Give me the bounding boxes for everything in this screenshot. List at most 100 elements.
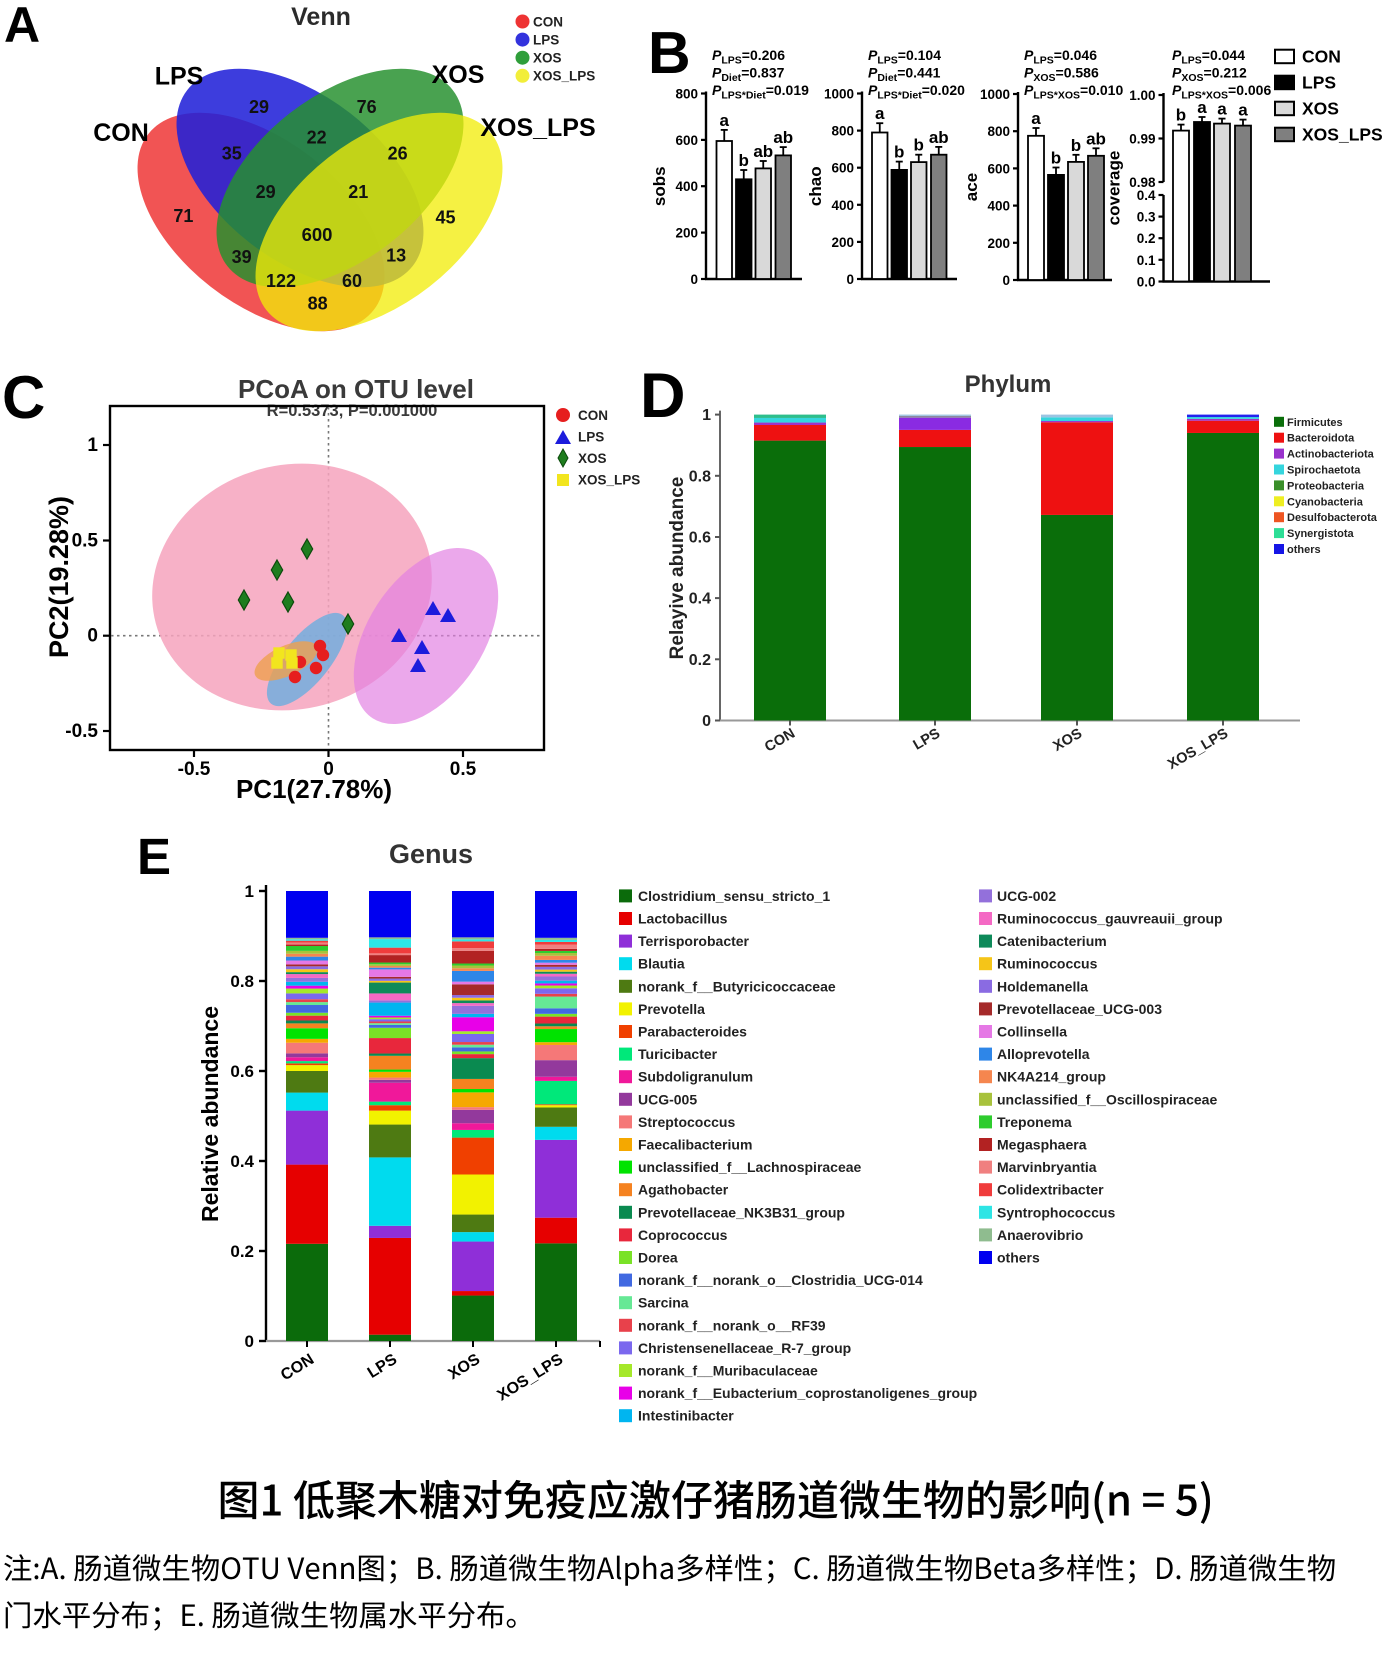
svg-text:Spirochaetota: Spirochaetota	[1287, 465, 1361, 477]
svg-text:b: b	[914, 136, 924, 155]
svg-text:Prevotellaceae_NK3B31_group: Prevotellaceae_NK3B31_group	[638, 1204, 845, 1220]
svg-text:71: 71	[173, 206, 193, 226]
svg-text:R=0.5373, P=0.001000: R=0.5373, P=0.001000	[267, 402, 438, 420]
svg-text:PXOS=0.212: PXOS=0.212	[1172, 65, 1247, 85]
svg-text:a: a	[720, 111, 730, 130]
svg-text:Clostridium_sensu_stricto_1: Clostridium_sensu_stricto_1	[638, 888, 830, 904]
svg-text:600: 600	[302, 224, 333, 245]
svg-text:35: 35	[222, 144, 242, 164]
svg-text:Treponema: Treponema	[997, 1114, 1072, 1130]
svg-text:29: 29	[249, 97, 269, 117]
svg-text:Prevotella: Prevotella	[638, 1001, 705, 1017]
svg-text:E: E	[137, 828, 171, 885]
svg-text:UCG-002: UCG-002	[997, 888, 1056, 904]
svg-text:unclassified_f__Lachnospiracea: unclassified_f__Lachnospiraceae	[638, 1159, 862, 1175]
svg-text:NK4A214_group: NK4A214_group	[997, 1069, 1106, 1085]
svg-text:26: 26	[388, 144, 408, 164]
svg-text:unclassified_f__Oscillospirace: unclassified_f__Oscillospiraceae	[997, 1091, 1217, 1107]
svg-text:XOS_LPS: XOS_LPS	[1302, 125, 1383, 145]
svg-text:norank_f__norank_o__RF39: norank_f__norank_o__RF39	[638, 1317, 826, 1333]
svg-text:Faecalibacterium: Faecalibacterium	[638, 1137, 752, 1153]
svg-text:XOS_LPS: XOS_LPS	[495, 1351, 567, 1405]
svg-text:CON: CON	[762, 726, 798, 756]
svg-text:B: B	[648, 20, 691, 86]
svg-text:PC2(19.28%): PC2(19.28%)	[44, 496, 74, 658]
svg-text:0.2: 0.2	[689, 652, 711, 669]
svg-text:Venn: Venn	[291, 3, 351, 31]
svg-text:Lactobacillus: Lactobacillus	[638, 911, 728, 927]
svg-text:1: 1	[702, 407, 711, 424]
svg-text:chao: chao	[806, 166, 825, 206]
svg-text:norank_f__norank_o__Clostridia: norank_f__norank_o__Clostridia_UCG-014	[638, 1272, 923, 1288]
svg-text:0.1: 0.1	[1137, 253, 1156, 268]
svg-text:b: b	[894, 143, 904, 162]
svg-text:0: 0	[323, 759, 334, 780]
svg-text:LPS: LPS	[365, 1351, 401, 1382]
svg-text:others: others	[1287, 544, 1321, 556]
svg-text:Syntrophococcus: Syntrophococcus	[997, 1204, 1115, 1220]
svg-text:CON: CON	[1302, 47, 1341, 67]
svg-text:Subdoligranulum: Subdoligranulum	[638, 1069, 753, 1085]
svg-text:D: D	[640, 361, 686, 431]
svg-text:XOS: XOS	[1050, 725, 1085, 754]
svg-text:CON: CON	[278, 1351, 317, 1384]
svg-text:Actinobacteriota: Actinobacteriota	[1287, 449, 1375, 461]
svg-text:800: 800	[675, 87, 698, 102]
svg-text:XOS: XOS	[445, 1351, 483, 1383]
svg-text:400: 400	[987, 199, 1010, 214]
svg-text:Genus: Genus	[389, 839, 473, 869]
svg-text:CON: CON	[93, 119, 149, 147]
svg-text:1: 1	[245, 882, 254, 901]
svg-text:Prevotellaceae_UCG-003: Prevotellaceae_UCG-003	[997, 1001, 1162, 1017]
svg-text:PLPS*Diet=0.020: PLPS*Diet=0.020	[868, 82, 965, 102]
svg-text:norank_f__Muribaculaceae: norank_f__Muribaculaceae	[638, 1363, 818, 1379]
svg-text:0.0: 0.0	[1137, 275, 1156, 290]
svg-text:Agathobacter: Agathobacter	[638, 1182, 729, 1198]
svg-text:ab: ab	[1086, 129, 1106, 148]
svg-text:LPS: LPS	[533, 32, 559, 47]
svg-text:1: 1	[87, 435, 98, 456]
svg-text:PLPS=0.044: PLPS=0.044	[1172, 47, 1245, 67]
svg-text:200: 200	[675, 226, 698, 241]
svg-text:200: 200	[987, 236, 1010, 251]
svg-text:0.4: 0.4	[1137, 188, 1156, 203]
svg-text:XOS_LPS: XOS_LPS	[578, 473, 640, 488]
svg-text:0.99: 0.99	[1129, 132, 1155, 147]
svg-text:Bacteroidota: Bacteroidota	[1287, 433, 1355, 445]
svg-text:Megasphaera: Megasphaera	[997, 1137, 1087, 1153]
svg-text:13: 13	[386, 246, 406, 266]
svg-text:Streptococcus: Streptococcus	[638, 1114, 735, 1130]
svg-text:Relayive abundance: Relayive abundance	[667, 477, 688, 660]
svg-text:PXOS=0.586: PXOS=0.586	[1024, 65, 1099, 85]
svg-text:PCoA on OTU level: PCoA on OTU level	[238, 374, 474, 404]
svg-text:60: 60	[342, 271, 362, 291]
svg-text:22: 22	[307, 128, 327, 148]
svg-text:Intestinibacter: Intestinibacter	[638, 1408, 734, 1424]
svg-text:C: C	[2, 364, 45, 431]
svg-text:XOS: XOS	[533, 51, 562, 66]
svg-text:Dorea: Dorea	[638, 1250, 678, 1266]
svg-text:39: 39	[232, 247, 252, 267]
svg-text:b: b	[1176, 106, 1186, 125]
svg-text:PLPS*XOS=0.006: PLPS*XOS=0.006	[1172, 82, 1271, 102]
svg-text:Blautia: Blautia	[638, 956, 685, 972]
svg-text:Proteobacteria: Proteobacteria	[1287, 480, 1365, 492]
svg-text:ab: ab	[753, 142, 773, 161]
svg-text:a: a	[1217, 100, 1227, 119]
svg-text:norank_f__Butyricicoccaceae: norank_f__Butyricicoccaceae	[638, 978, 836, 994]
svg-text:0: 0	[87, 626, 98, 647]
svg-text:PLPS=0.046: PLPS=0.046	[1024, 47, 1097, 67]
svg-text:others: others	[997, 1250, 1040, 1266]
svg-text:0.8: 0.8	[689, 468, 711, 485]
svg-text:Colidextribacter: Colidextribacter	[997, 1182, 1104, 1198]
svg-text:0.5: 0.5	[450, 759, 477, 780]
svg-text:Collinsella: Collinsella	[997, 1024, 1067, 1040]
svg-text:0: 0	[846, 272, 854, 287]
svg-text:XOS_LPS: XOS_LPS	[533, 69, 595, 84]
svg-text:b: b	[1051, 149, 1061, 168]
svg-text:0.6: 0.6	[689, 530, 711, 547]
svg-text:0: 0	[690, 272, 698, 287]
svg-text:Sarcina: Sarcina	[638, 1295, 689, 1311]
svg-text:a: a	[875, 104, 885, 123]
svg-text:Synergistota: Synergistota	[1287, 528, 1355, 540]
